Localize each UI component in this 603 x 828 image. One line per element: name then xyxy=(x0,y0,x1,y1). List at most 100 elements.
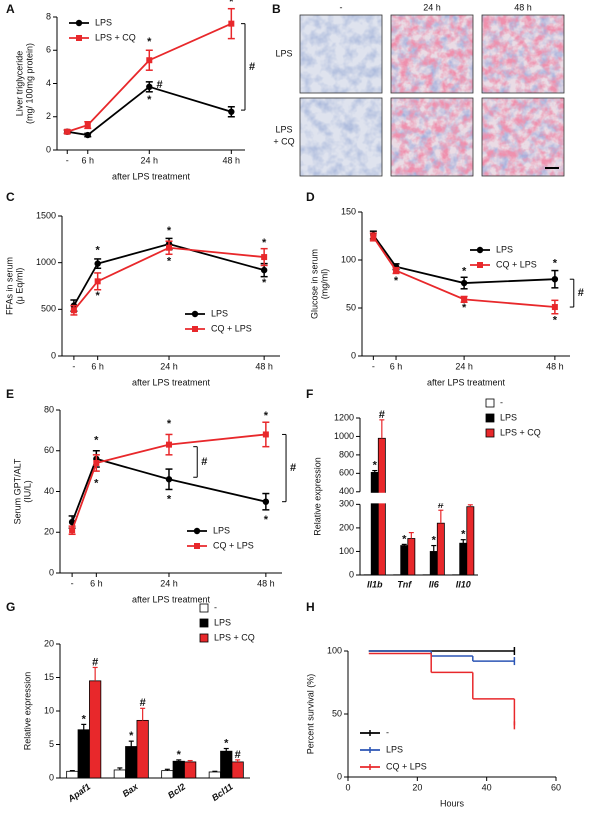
legend-marker xyxy=(76,35,82,41)
legend-marker xyxy=(191,310,199,318)
significance-label: * xyxy=(432,534,437,546)
legend-label: LPS xyxy=(500,412,517,422)
x-axis-title: after LPS treatment xyxy=(427,377,506,387)
legend-swatch xyxy=(485,398,495,408)
y-tick-label: 4 xyxy=(46,78,51,88)
x-tick-label: Il1b xyxy=(367,579,383,589)
y-tick-label: 60 xyxy=(44,445,54,455)
y-axis-title: Liver triglyceride xyxy=(14,51,24,117)
panel-letter: A xyxy=(6,2,15,16)
marker xyxy=(165,441,172,448)
x-tick-label: 6 h xyxy=(90,578,103,588)
marker xyxy=(228,108,235,115)
marker xyxy=(551,276,559,283)
x-tick-label: 6 h xyxy=(82,155,95,165)
y-tick-label: 2 xyxy=(46,111,51,121)
significance-label: * xyxy=(462,265,467,277)
bar xyxy=(161,770,174,779)
y-tick-label: 40 xyxy=(44,486,54,496)
x-tick-label: 0 xyxy=(345,782,350,792)
significance-label: * xyxy=(94,477,99,489)
y-tick-label: 0 xyxy=(49,772,54,782)
y-tick-label: 300 xyxy=(339,499,354,509)
significance-label: * xyxy=(461,529,466,541)
bar xyxy=(172,760,185,779)
x-tick-label: 48 h xyxy=(223,155,241,165)
x-tick-label: 6 h xyxy=(91,361,104,371)
y-tick-label: 0 xyxy=(51,350,56,360)
bar xyxy=(125,746,138,779)
bar xyxy=(66,770,79,779)
marker xyxy=(262,431,269,438)
significance-label: * xyxy=(167,256,172,268)
legend-swatch xyxy=(199,618,209,628)
series-line xyxy=(71,457,267,523)
significance-label: * xyxy=(224,737,229,749)
bar xyxy=(231,761,244,779)
panel-letter: E xyxy=(6,387,14,401)
x-tick-label: 60 xyxy=(551,782,561,792)
error-bar xyxy=(467,504,473,507)
marker xyxy=(146,57,153,64)
column-label: 48 h xyxy=(514,2,532,12)
significance-label: # xyxy=(92,656,98,668)
image-texture xyxy=(482,98,564,176)
row-label: LPS xyxy=(275,48,292,58)
x-tick-label: 24 h xyxy=(455,361,473,371)
legend-marker xyxy=(75,19,83,27)
marker xyxy=(94,260,101,267)
x-tick-label: - xyxy=(372,361,375,371)
y-tick-label: 800 xyxy=(339,449,354,459)
significance-label: * xyxy=(167,225,172,237)
image-texture xyxy=(482,15,564,93)
error-bar xyxy=(92,666,98,681)
marker xyxy=(262,498,270,505)
marker xyxy=(166,244,173,251)
significance-label: * xyxy=(167,418,172,430)
y-tick-label: 1200 xyxy=(334,412,354,422)
error-bar xyxy=(187,759,193,762)
x-tick-label: 48 h xyxy=(257,578,275,588)
x-tick-label: 24 h xyxy=(160,578,178,588)
column-label: 24 h xyxy=(423,2,441,12)
error-bar xyxy=(176,759,182,762)
legend-label: LPS + CQ xyxy=(95,32,136,42)
y-tick-label: 1000 xyxy=(36,257,56,267)
y-tick-label: 50 xyxy=(332,708,342,718)
bar xyxy=(89,680,102,779)
significance-label: * xyxy=(82,713,87,725)
bar xyxy=(208,771,221,779)
legend-label: LPS xyxy=(214,617,231,627)
series-line xyxy=(71,433,266,531)
image-frame xyxy=(299,97,383,177)
series-line xyxy=(73,246,265,311)
image-frame xyxy=(299,14,383,94)
significance-label: # xyxy=(140,697,146,709)
marker xyxy=(84,122,91,129)
y-axis-title: Serum GPT/ALT xyxy=(12,458,22,524)
legend-label: CQ + LPS xyxy=(213,540,254,550)
x-tick-label: 24 h xyxy=(160,361,178,371)
y-axis-title: Glucose in serum xyxy=(309,249,319,319)
series-line xyxy=(372,236,555,308)
error-bar xyxy=(460,539,466,544)
significance-label: # xyxy=(438,499,444,511)
bar xyxy=(436,522,445,576)
marker xyxy=(94,278,101,285)
error-bar xyxy=(431,544,437,552)
marker xyxy=(146,83,153,91)
significance-label: # xyxy=(156,79,162,91)
significance-label: * xyxy=(264,410,269,422)
marker xyxy=(228,20,235,27)
y-axis-title: FFAs in serum xyxy=(4,257,14,315)
y-tick-label: 100 xyxy=(341,254,356,264)
marker xyxy=(69,527,76,534)
legend-label: LPS + CQ xyxy=(214,632,255,642)
y-axis-title: (mg/ 100mg protein) xyxy=(24,43,34,124)
y-tick-label: 500 xyxy=(41,304,56,314)
y-axis-title: Percent survival (%) xyxy=(305,674,315,755)
significance-label: * xyxy=(177,749,182,761)
y-tick-label: 600 xyxy=(339,468,354,478)
y-tick-label: 50 xyxy=(346,302,356,312)
x-axis-title: after LPS treatment xyxy=(112,171,191,181)
